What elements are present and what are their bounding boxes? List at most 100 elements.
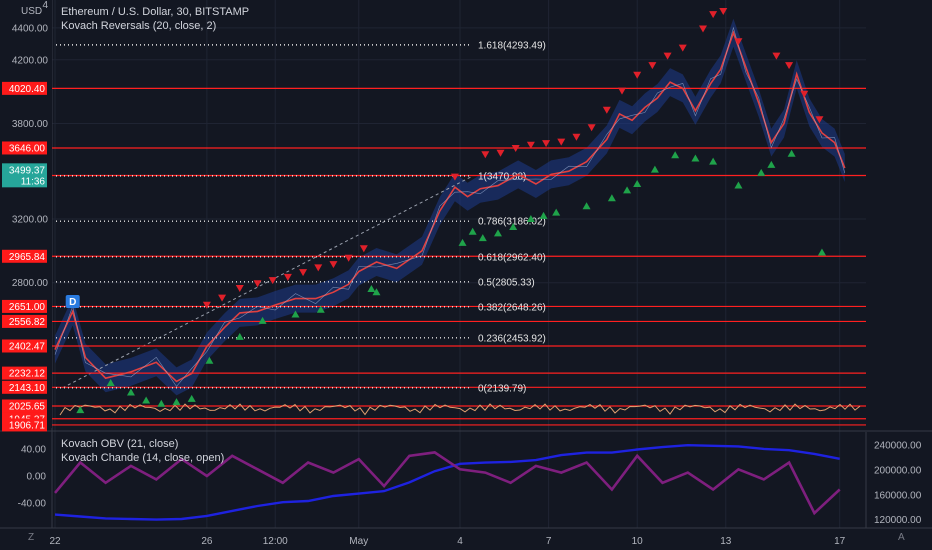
volume-strip bbox=[59, 403, 861, 416]
price-tick-label: 4200.00 bbox=[12, 55, 49, 66]
bearish-marker bbox=[314, 264, 323, 272]
bearish-marker bbox=[218, 294, 227, 302]
bullish-marker bbox=[126, 388, 135, 396]
level-price-tag bbox=[2, 314, 47, 328]
bullish-marker bbox=[582, 202, 591, 210]
bearish-marker bbox=[772, 52, 781, 60]
bearish-marker bbox=[663, 52, 672, 60]
bullish-marker bbox=[633, 179, 642, 187]
bullish-marker bbox=[671, 151, 680, 159]
bullish-marker bbox=[235, 332, 244, 340]
indicator-legend[interactable]: Kovach Reversals (20, close, 2) bbox=[61, 20, 217, 32]
fib-label: 0.236(2453.92) bbox=[478, 333, 546, 344]
horizontal-levels bbox=[52, 87, 866, 426]
level-price-label: 2651.00 bbox=[9, 302, 46, 313]
bullish-marker bbox=[172, 398, 181, 406]
oscillator-tick-label: 0.00 bbox=[27, 472, 47, 483]
level-price-label: 2232.12 bbox=[9, 369, 46, 380]
level-price-tag bbox=[2, 81, 47, 95]
bullish-marker bbox=[372, 288, 381, 296]
bearish-marker bbox=[253, 280, 262, 288]
level-price-tag bbox=[2, 380, 47, 394]
bullish-marker bbox=[76, 406, 85, 414]
bearish-marker bbox=[481, 151, 490, 159]
fib-label: 0.786(3186.02) bbox=[478, 217, 546, 228]
obv-tick-label: 200000.00 bbox=[874, 466, 922, 477]
bearish-marker bbox=[542, 140, 551, 148]
bearish-marker bbox=[678, 44, 687, 52]
bullish-marker bbox=[509, 222, 518, 230]
bearish-marker bbox=[648, 62, 657, 70]
fib-trend-line bbox=[62, 175, 473, 389]
bearish-marker bbox=[359, 245, 368, 253]
oscillator-panel: 40.00 0.00 -40.00 240000.00 200000.00 160000.… bbox=[18, 441, 922, 526]
bearish-marker bbox=[235, 285, 244, 293]
bullish-marker bbox=[757, 168, 766, 176]
kovach-band bbox=[55, 18, 845, 396]
obv-tick-label: 120000.00 bbox=[874, 515, 922, 526]
time-tick-label: 12:00 bbox=[263, 536, 288, 547]
bearish-marker bbox=[572, 133, 581, 141]
bullish-marker bbox=[205, 356, 214, 364]
bullish-marker bbox=[623, 186, 632, 194]
bearish-marker bbox=[511, 144, 520, 152]
currency-label: USD bbox=[21, 6, 43, 17]
fib-label: 1.618(4293.49) bbox=[478, 40, 546, 51]
bearish-marker bbox=[699, 25, 707, 33]
level-price-tag bbox=[2, 399, 47, 413]
bearish-marker bbox=[299, 269, 308, 277]
symbol-title[interactable]: Ethereum / U.S. Dollar, 30, BITSTAMP bbox=[61, 6, 250, 18]
dividend-marker-label: D bbox=[69, 297, 76, 308]
bearish-marker bbox=[719, 8, 728, 15]
bullish-marker bbox=[817, 248, 826, 256]
bullish-marker bbox=[367, 285, 376, 293]
bullish-marker bbox=[691, 154, 700, 162]
price-axis: 4400.00 4200.00 3800.00 3200.00 2800.00 4 4020… bbox=[0, 0, 52, 432]
bearish-marker bbox=[557, 138, 566, 146]
bullish-marker bbox=[478, 234, 487, 242]
level-price-tag bbox=[2, 366, 47, 380]
fib-label: 1(3470.88) bbox=[478, 171, 526, 182]
price-tick-label: 4400.00 bbox=[12, 23, 49, 34]
time-tick-label: 10 bbox=[632, 536, 644, 547]
fib-label: 0.618(2962.40) bbox=[478, 252, 546, 263]
bearish-marker bbox=[734, 38, 743, 46]
zoom-button[interactable]: Z bbox=[28, 532, 35, 543]
bearish-marker bbox=[587, 124, 596, 132]
auto-scale-button[interactable]: A bbox=[898, 532, 905, 543]
fib-label: 0.382(2648.26) bbox=[478, 302, 546, 313]
chande-legend[interactable]: Kovach Chande (14, close, open) bbox=[61, 452, 225, 464]
current-price-label: 3499.37 bbox=[9, 165, 46, 176]
obv-tick-label: 160000.00 bbox=[874, 490, 922, 501]
fib-label: 0(2139.79) bbox=[478, 383, 526, 394]
bullish-marker bbox=[493, 229, 502, 237]
bearish-marker bbox=[496, 149, 505, 157]
bullish-marker bbox=[291, 310, 300, 318]
bullish-marker bbox=[526, 215, 535, 222]
bearish-marker bbox=[526, 141, 535, 149]
level-price-label: 2143.10 bbox=[9, 383, 46, 394]
obv-legend[interactable]: Kovach OBV (21, close) bbox=[61, 438, 179, 450]
bullish-marker bbox=[539, 211, 548, 219]
bearish-marker bbox=[602, 106, 611, 114]
time-tick-label: 22 bbox=[49, 536, 61, 547]
price-line bbox=[54, 30, 846, 383]
bullish-marker bbox=[458, 238, 467, 246]
bearish-marker bbox=[785, 62, 794, 70]
current-price-tag bbox=[2, 163, 47, 188]
bearish-marker bbox=[344, 254, 353, 262]
time-tick-label: 17 bbox=[834, 536, 846, 547]
fib-levels: 1.618(4293.49) 1(3470.88) 0.786(3186.02) 0.… bbox=[56, 40, 546, 394]
dividend-marker bbox=[65, 295, 80, 308]
time-tick-label: 4 bbox=[457, 536, 463, 547]
oscillator-tick-label: -40.00 bbox=[18, 499, 47, 510]
time-tick-label: 7 bbox=[546, 536, 552, 547]
reversal-signals bbox=[76, 8, 826, 414]
price-axis-bg bbox=[0, 0, 52, 428]
obv-tick-label: 240000.00 bbox=[874, 441, 922, 452]
price-tick-label: 2800.00 bbox=[12, 278, 49, 289]
obv-line bbox=[54, 443, 840, 521]
level-price-label: 2965.84 bbox=[9, 252, 46, 263]
bearish-marker bbox=[618, 87, 626, 95]
